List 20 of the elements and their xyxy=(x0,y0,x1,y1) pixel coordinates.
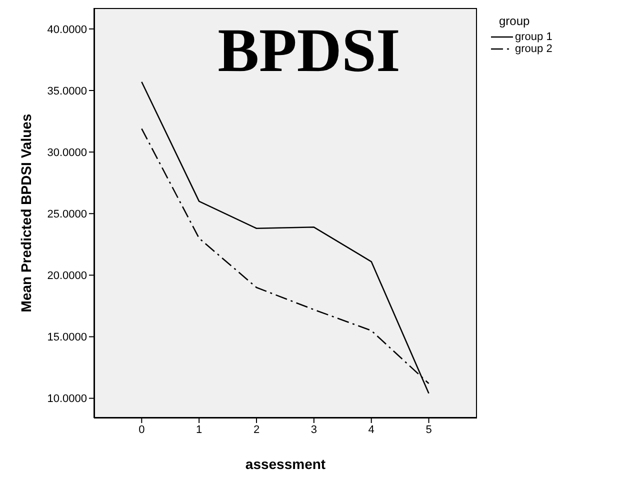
y-tick-label: 25.0000 xyxy=(47,208,87,221)
y-tick-label: 10.0000 xyxy=(47,393,87,406)
y-tick-label: 20.0000 xyxy=(47,270,87,282)
legend-label: group 2 xyxy=(515,43,552,55)
x-tick-label: 2 xyxy=(253,424,260,436)
y-axis-title: Mean Predicted BPDSI Values xyxy=(18,114,34,312)
legend-title: group xyxy=(499,14,531,28)
y-tick-label: 15.0000 xyxy=(47,332,87,344)
y-tick-label: 30.0000 xyxy=(47,146,87,159)
y-tick-label: 40.0000 xyxy=(47,24,87,36)
x-tick-label: 1 xyxy=(196,424,202,436)
x-axis-title: assessment xyxy=(245,456,326,472)
line-series xyxy=(141,81,430,394)
x-tick-label: 3 xyxy=(310,424,317,436)
legend-label: group 1 xyxy=(515,31,552,43)
x-tick-label: 4 xyxy=(368,424,374,436)
x-tick-label: 5 xyxy=(426,424,432,436)
chart-title: BPDSI xyxy=(216,17,402,85)
y-tick-label: 35.0000 xyxy=(47,85,87,98)
x-tick-label: 0 xyxy=(138,424,145,436)
